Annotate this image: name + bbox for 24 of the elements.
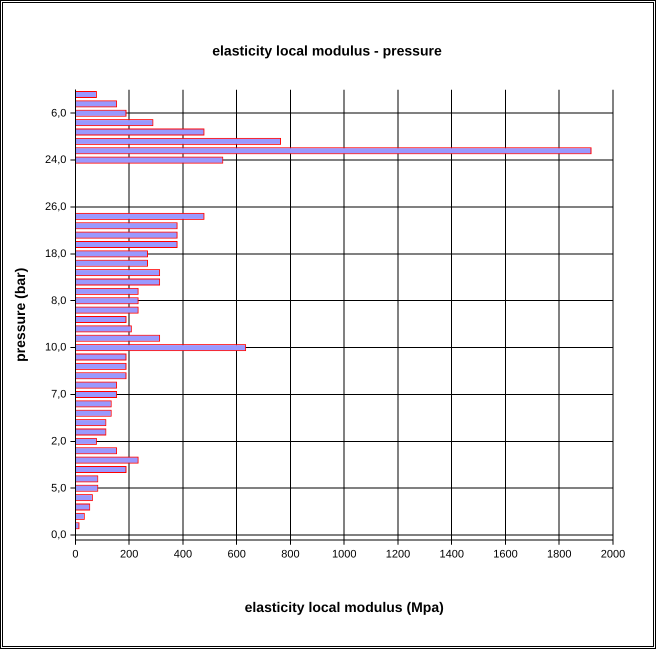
x-tick-label: 1800 xyxy=(547,548,572,560)
y-tick-label: 6,0 xyxy=(51,107,66,120)
chart-title: elasticity local modulus - pressure xyxy=(212,42,442,58)
y-tick-label: 0,0 xyxy=(51,529,66,542)
x-tick-label: 400 xyxy=(174,548,192,560)
x-tick-label: 1400 xyxy=(439,548,464,560)
x-tick-label: 1000 xyxy=(332,548,356,560)
y-tick-label: 26,0 xyxy=(44,201,66,214)
x-tick-label: 0 xyxy=(72,548,78,560)
x-tick-label: 600 xyxy=(228,548,246,560)
x-axis-title: elasticity local modulus (Mpa) xyxy=(244,598,444,615)
y-tick-label: 5,0 xyxy=(51,482,66,494)
x-tick-label: 200 xyxy=(120,548,138,560)
x-tick-label: 800 xyxy=(281,548,300,560)
y-tick-label: 24,0 xyxy=(44,154,66,166)
x-tick-label: 1600 xyxy=(493,548,518,560)
y-tick-label: 8,0 xyxy=(51,294,66,307)
y-tick-label: 2,0 xyxy=(51,435,66,448)
y-tick-label: 7,0 xyxy=(51,388,66,401)
x-tick-label: 1200 xyxy=(386,548,410,560)
y-tick-label: 10,0 xyxy=(44,342,66,354)
y-axis-title: pressure (bar) xyxy=(12,268,28,362)
y-tick-label: 18,0 xyxy=(44,248,66,260)
x-tick-label: 2000 xyxy=(600,548,626,560)
